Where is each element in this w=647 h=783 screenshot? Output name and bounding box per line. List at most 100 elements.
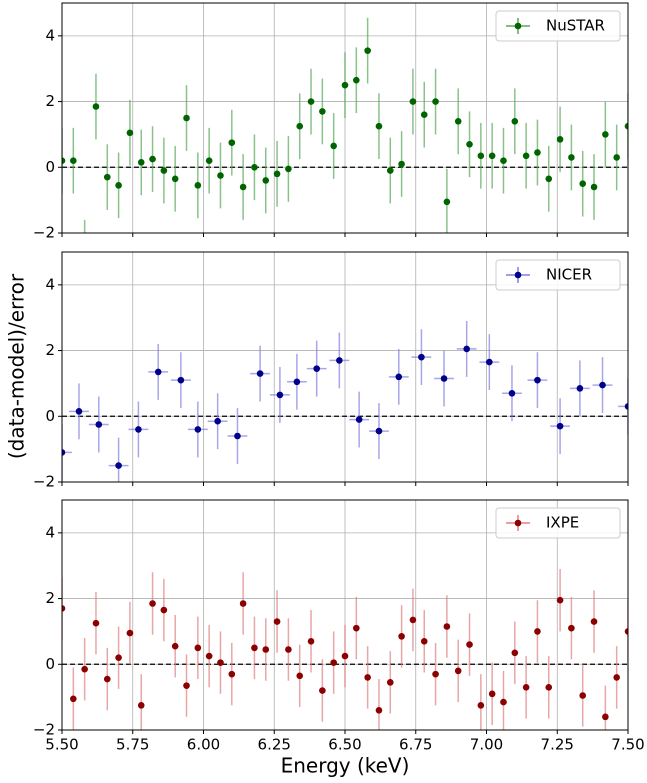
y-tick-label: −2 xyxy=(33,224,55,242)
point xyxy=(70,695,77,703)
point xyxy=(319,108,326,115)
point xyxy=(319,687,326,694)
point xyxy=(576,385,584,392)
point xyxy=(160,167,168,174)
point xyxy=(398,633,405,640)
point xyxy=(92,103,100,110)
point xyxy=(386,679,394,686)
point xyxy=(177,376,185,384)
point xyxy=(375,706,383,714)
point xyxy=(171,175,179,183)
x-tick-label: 5.75 xyxy=(116,736,149,754)
point xyxy=(432,98,439,105)
point xyxy=(256,370,264,377)
point xyxy=(183,114,190,122)
x-tick-label: 7.50 xyxy=(611,736,644,754)
point xyxy=(409,98,417,105)
point xyxy=(545,683,553,691)
point xyxy=(418,353,425,361)
point xyxy=(307,98,315,105)
point xyxy=(500,157,507,165)
panel: −2 0 2 4 NICER (data-model)/error xyxy=(5,251,629,491)
point xyxy=(353,624,360,632)
point xyxy=(293,378,301,386)
point xyxy=(522,683,530,691)
point xyxy=(92,619,100,627)
x-tick-label: 7.00 xyxy=(470,736,503,754)
point xyxy=(115,182,122,189)
point xyxy=(330,142,337,150)
y-tick-label: 2 xyxy=(45,589,55,607)
y-tick-label: 4 xyxy=(45,26,55,44)
legend-box xyxy=(495,507,621,539)
point xyxy=(137,159,145,166)
legend-box xyxy=(495,259,621,291)
point xyxy=(313,365,321,372)
point xyxy=(126,129,134,137)
point xyxy=(355,416,363,423)
point xyxy=(488,152,496,160)
point xyxy=(214,417,221,425)
point xyxy=(194,426,202,433)
legend-box xyxy=(495,10,621,42)
data-layer xyxy=(62,321,628,482)
point xyxy=(62,449,66,456)
y-tick-label: −2 xyxy=(33,473,55,491)
point xyxy=(440,375,448,382)
axes-frame xyxy=(61,251,629,483)
point xyxy=(115,462,122,469)
point xyxy=(556,596,564,604)
legend-label: NuSTAR xyxy=(546,17,605,35)
point xyxy=(234,432,241,440)
point xyxy=(149,600,156,607)
point xyxy=(95,421,103,428)
point xyxy=(613,154,620,161)
point xyxy=(262,646,270,653)
point xyxy=(75,408,83,415)
point xyxy=(149,155,156,163)
point xyxy=(420,637,428,645)
x-tick-label: 7.25 xyxy=(541,736,574,754)
point xyxy=(239,183,247,191)
point xyxy=(296,122,304,130)
point xyxy=(205,157,213,165)
point xyxy=(420,111,428,119)
y-tick-label: 4 xyxy=(45,275,55,293)
point xyxy=(115,654,122,662)
panel: 5.50 5.75 6.00 6.25 6.50 6.75 7.00 7.25 7.50 −2 0 2… xyxy=(33,499,645,778)
point xyxy=(103,173,111,181)
legend-marker xyxy=(514,519,522,527)
point xyxy=(228,670,236,678)
point xyxy=(500,698,507,706)
point xyxy=(307,637,315,645)
point xyxy=(454,117,462,125)
point xyxy=(624,403,628,410)
x-axis-label: Energy (keV) xyxy=(281,754,410,778)
axes-frame xyxy=(61,2,629,234)
point xyxy=(194,644,202,652)
point xyxy=(375,122,383,130)
point xyxy=(183,682,190,689)
point xyxy=(126,629,134,637)
point xyxy=(624,628,628,635)
point xyxy=(364,47,371,54)
y-tick-label: 0 xyxy=(45,407,55,425)
data-layer xyxy=(62,569,628,730)
y-axis-label: (data-model)/error xyxy=(5,273,29,459)
point xyxy=(341,652,349,660)
point xyxy=(556,136,564,143)
point xyxy=(579,180,587,188)
point xyxy=(613,674,620,681)
y-tick-label: 4 xyxy=(45,523,55,541)
point xyxy=(534,149,541,156)
point xyxy=(409,616,417,624)
point xyxy=(466,641,473,648)
point xyxy=(522,152,530,160)
point xyxy=(135,426,142,433)
point xyxy=(341,81,349,89)
x-tick-label: 6.75 xyxy=(399,736,432,754)
legend-label: NICER xyxy=(546,266,592,284)
point xyxy=(545,175,553,183)
point xyxy=(590,183,598,191)
